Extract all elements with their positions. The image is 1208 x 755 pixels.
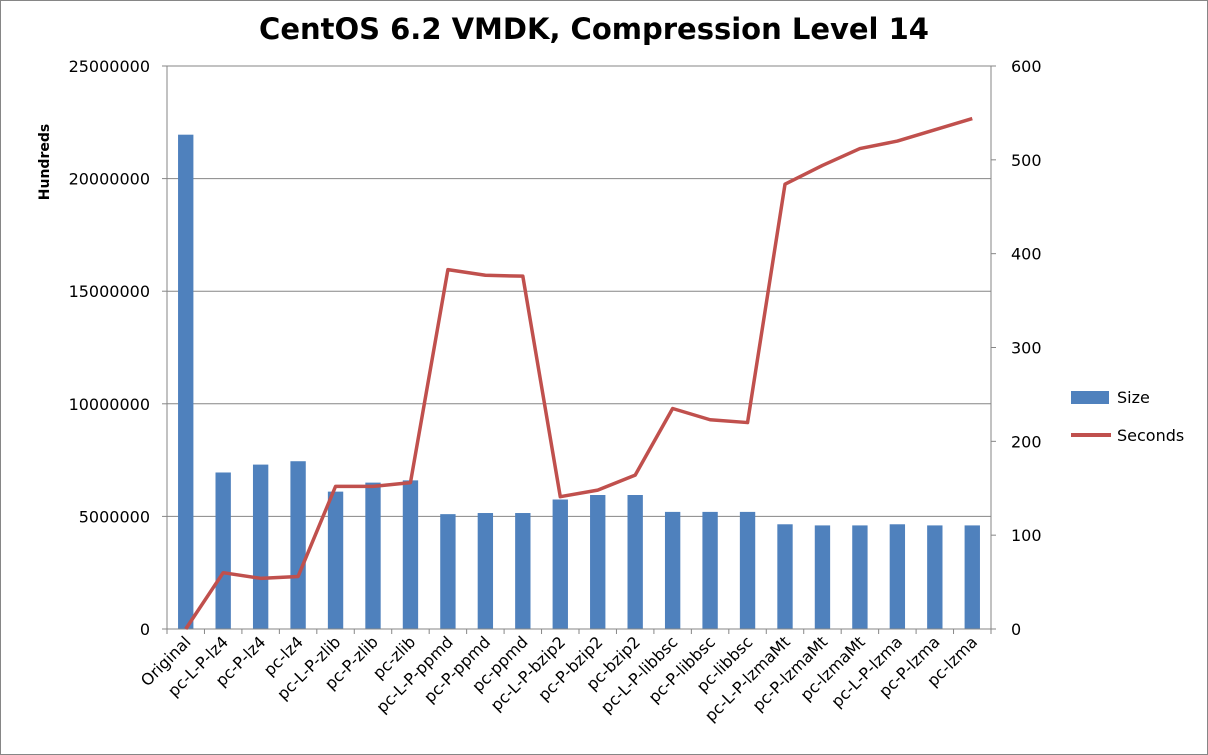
size-bar xyxy=(852,525,868,629)
size-bar xyxy=(365,482,381,629)
size-bar xyxy=(590,495,606,629)
y-left-tick-label: 10000000 xyxy=(69,395,150,414)
size-bar xyxy=(964,525,980,629)
size-bar xyxy=(252,464,269,629)
size-bars xyxy=(178,134,980,629)
y-right-tick-label: 300 xyxy=(1011,339,1042,358)
seconds-line xyxy=(184,116,973,630)
y-right-tick-label: 0 xyxy=(1011,620,1021,639)
size-bar xyxy=(402,480,419,629)
chart-title: CentOS 6.2 VMDK, Compression Level 14 xyxy=(259,12,929,46)
legend-item-size: Size xyxy=(1071,378,1184,416)
legend-swatch-size xyxy=(1071,390,1109,404)
size-bar xyxy=(440,514,456,629)
size-bar xyxy=(215,472,231,629)
size-bar xyxy=(927,525,943,629)
y-right-tick-label: 100 xyxy=(1011,526,1042,545)
y-right-tick-label: 500 xyxy=(1011,151,1042,170)
y-right-tick-label: 600 xyxy=(1011,57,1042,76)
size-bar xyxy=(814,525,831,629)
legend-label-seconds: Seconds xyxy=(1117,425,1185,445)
size-bar xyxy=(290,461,306,629)
size-bar xyxy=(664,511,681,629)
legend-swatch-seconds xyxy=(1071,433,1111,437)
y-right-tick-label: 200 xyxy=(1011,432,1042,451)
size-bar xyxy=(477,513,494,629)
seconds-line-path xyxy=(184,116,973,630)
size-bar xyxy=(552,499,568,629)
axes xyxy=(162,65,996,634)
y-right-tick-label: 400 xyxy=(1011,245,1042,264)
size-bar xyxy=(515,513,531,629)
size-bar xyxy=(327,491,344,629)
legend: Size Seconds xyxy=(1071,378,1184,454)
legend-item-seconds: Seconds xyxy=(1071,416,1184,454)
size-bar xyxy=(739,511,756,629)
y-left-tick-label: 0 xyxy=(140,620,150,639)
size-bar xyxy=(889,524,906,629)
y-left-tick-label: 25000000 xyxy=(69,57,150,76)
size-bar xyxy=(627,495,643,629)
y-left-tick-label: 20000000 xyxy=(69,170,150,189)
y-left-tick-label: 15000000 xyxy=(69,282,150,301)
size-bar xyxy=(702,511,718,629)
gridlines xyxy=(167,65,991,517)
y-left-tick-label: 5000000 xyxy=(79,507,150,526)
size-bar xyxy=(777,524,793,629)
legend-label-size: Size xyxy=(1117,387,1150,407)
size-bar xyxy=(178,134,194,629)
